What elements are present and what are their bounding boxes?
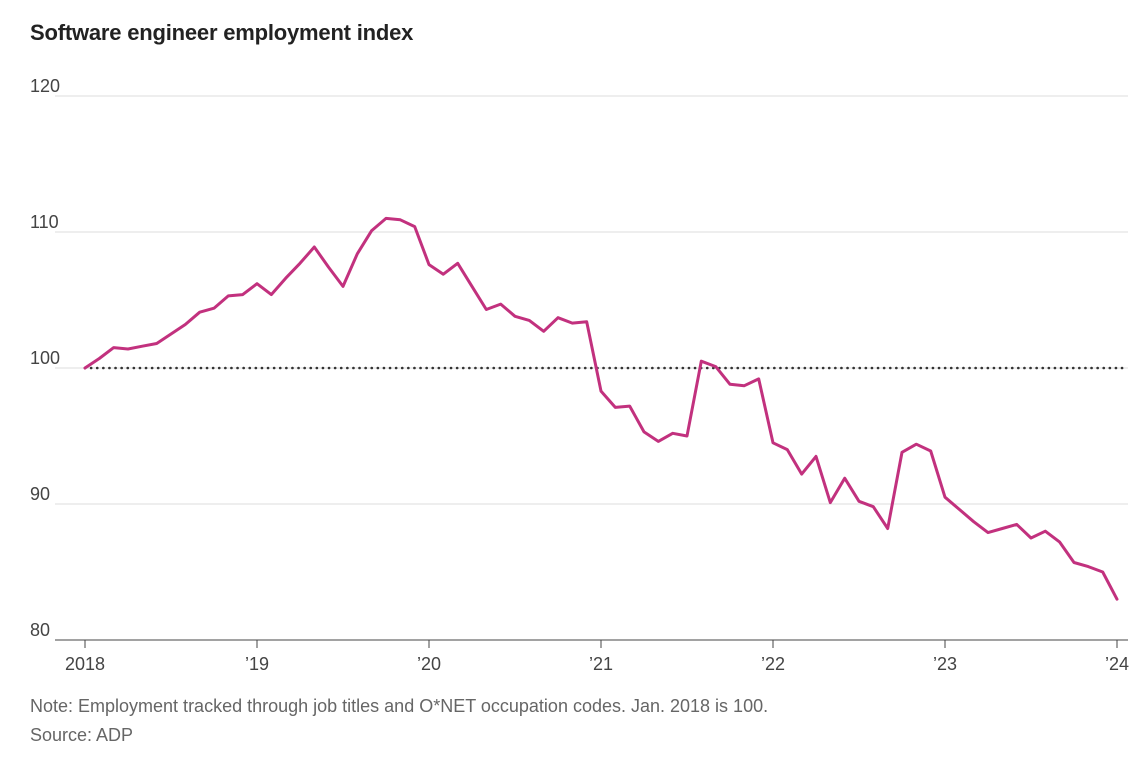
x-tick-label: ’21 [589, 654, 613, 674]
y-tick-label-100: 100 [30, 348, 60, 368]
x-tick-label: ’22 [761, 654, 785, 674]
x-tick-label: 2018 [65, 654, 105, 674]
x-tick-label: ’20 [417, 654, 441, 674]
chart-title: Software engineer employment index [30, 20, 414, 45]
chart-note: Note: Employment tracked through job tit… [30, 696, 769, 716]
y-axis-labels: 80 90 100 110 120 [30, 76, 60, 640]
y-tick-label-120: 120 [30, 76, 60, 96]
y-tick-label-90: 90 [30, 484, 50, 504]
y-tick-label-110: 110 [30, 212, 59, 232]
x-tick-label: ’23 [933, 654, 957, 674]
series-line-0 [83, 216, 1119, 601]
line-chart: 80 90 100 110 120 2018 ’19 ’20 ’21 ’22 ’23 ’24 [30, 76, 1130, 674]
x-axis: 2018 ’19 ’20 ’21 ’22 ’23 ’24 [65, 640, 1129, 674]
chart-source: Source: ADP [30, 725, 134, 745]
x-tick-label: ’24 [1105, 654, 1129, 674]
x-tick-label: ’19 [245, 654, 269, 674]
series-group [83, 216, 1119, 601]
y-tick-label-80: 80 [30, 620, 50, 640]
